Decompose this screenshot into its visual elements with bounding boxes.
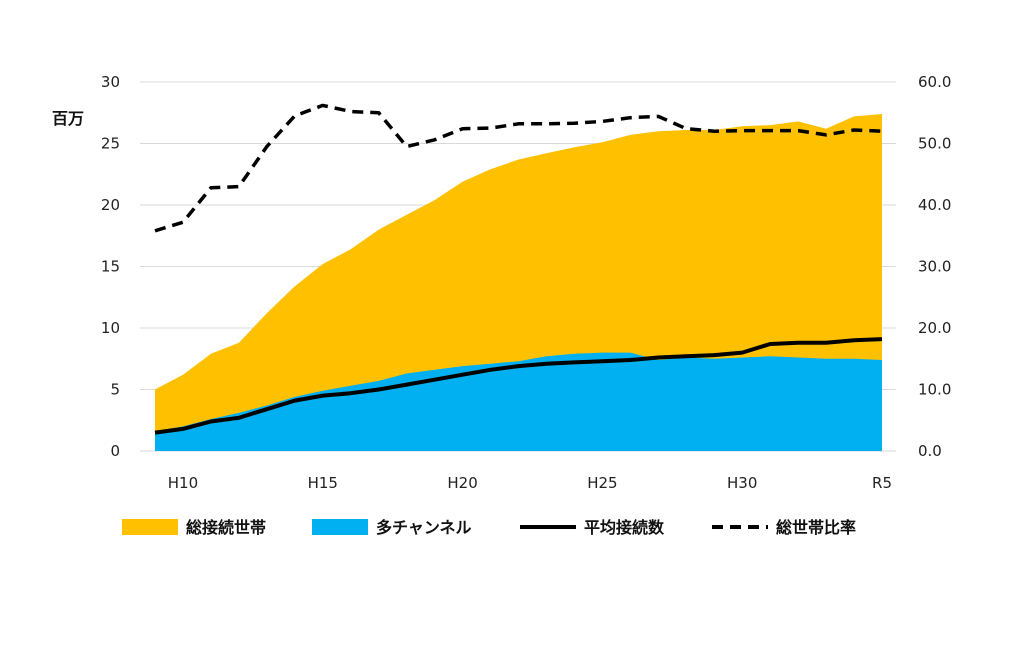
left-axis-unit: 百万 [52,109,84,128]
left-tick-label: 0 [110,442,120,460]
right-tick-label: 20.0 [918,319,951,337]
x-tick-label: H10 [168,474,198,492]
line-series [154,103,883,435]
area-series [155,114,882,451]
left-tick-label: 10 [101,319,120,337]
left-tick-label: 5 [110,381,120,399]
legend-swatch [312,519,368,535]
legend-label: 多チャンネル [376,518,472,537]
left-tick-label: 15 [101,258,120,276]
left-tick-label: 30 [101,73,120,91]
x-tick-label: H20 [447,474,477,492]
legend-swatch [122,519,178,535]
legend-label: 総世帯比率 [776,518,856,537]
right-axis-ticks: 0.0 10.0 20.0 30.0 40.0 50.0 60.0 [918,73,951,460]
x-tick-label: H30 [727,474,757,492]
line-平均接続数 [154,337,883,435]
right-tick-label: 60.0 [918,73,951,91]
right-tick-label: 30.0 [918,258,951,276]
x-tick-label: H25 [587,474,617,492]
area-多チャンネル [155,352,882,451]
left-tick-label: 25 [101,135,120,153]
right-tick-label: 40.0 [918,196,951,214]
right-tick-label: 0.0 [918,442,942,460]
line-総世帯比率 [154,103,883,233]
x-tick-label: R5 [872,474,892,492]
left-tick-label: 20 [101,196,120,214]
x-axis-ticks: H10 H15 H20 H25 H30 R5 [168,474,892,492]
right-tick-label: 10.0 [918,381,951,399]
right-tick-label: 50.0 [918,135,951,153]
legend-label: 平均接続数 [584,518,665,537]
legend-label: 総接続世帯 [186,518,266,537]
legend: 総接続世帯 多チャンネル 平均接続数 総世帯比率 [122,518,856,537]
x-tick-label: H15 [308,474,338,492]
left-axis-ticks: 0 5 10 15 20 25 30 [101,73,120,460]
